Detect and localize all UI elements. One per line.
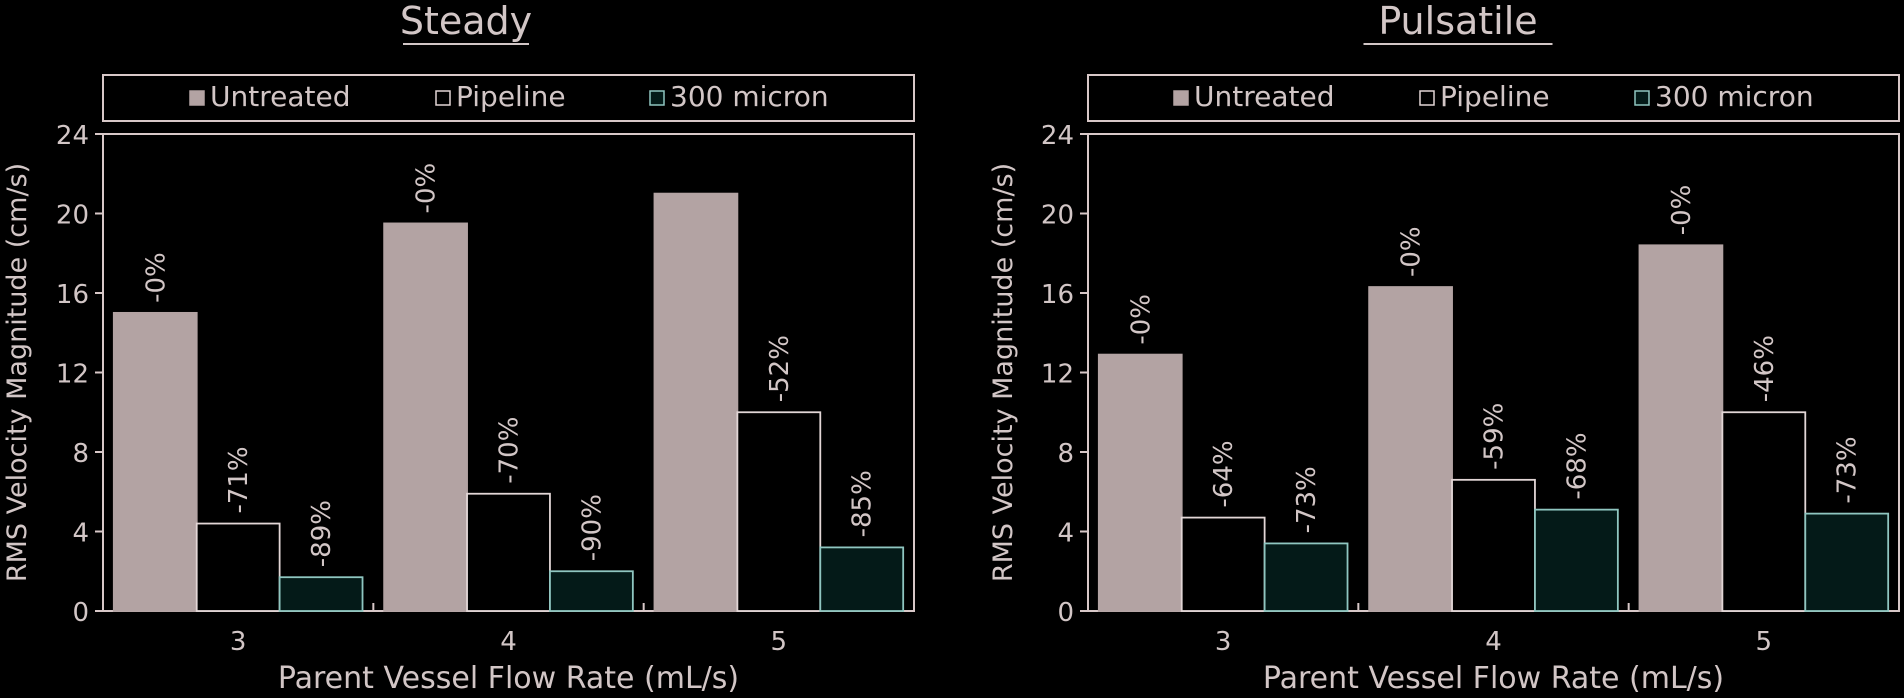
steady-legend-swatch-1 xyxy=(435,90,451,106)
pulsatile-data-label-2-2: -73% xyxy=(1833,436,1863,503)
steady-chart-title: Steady xyxy=(400,0,532,43)
pulsatile-chart-title: Pulsatile xyxy=(1378,0,1537,43)
pulsatile-bar-300-micron-4 xyxy=(1534,508,1619,612)
pulsatile-legend-swatch-2 xyxy=(1634,90,1650,106)
steady-y-tick-label-5: 20 xyxy=(56,201,89,231)
pulsatile-legend-label-0: Untreated xyxy=(1194,80,1334,113)
pulsatile-legend-box xyxy=(1087,74,1900,122)
pulsatile-y-tick-label-4: 16 xyxy=(1041,280,1074,310)
pulsatile-y-tick-label-2: 8 xyxy=(1057,439,1074,469)
pulsatile-y-tick-label-3: 12 xyxy=(1041,360,1074,390)
steady-bar-pipeline-4 xyxy=(466,492,551,612)
steady-legend-swatch-0 xyxy=(189,90,205,106)
pulsatile-bar-pipeline-4 xyxy=(1451,478,1536,612)
steady-data-label-1-1: -70% xyxy=(495,417,525,484)
steady-bar-untreated-4 xyxy=(383,222,468,612)
steady-bar-pipeline-3 xyxy=(195,522,281,612)
steady-data-label-2-0: -89% xyxy=(307,500,337,567)
pulsatile-bar-300-micron-3 xyxy=(1263,542,1349,612)
pulsatile-data-label-1-0: -64% xyxy=(1209,440,1239,507)
steady-y-tick-label-1: 4 xyxy=(72,519,89,549)
pulsatile-chart-panel: Pulsatile Untreated Pipeline 300 micron 0 4 8 1… xyxy=(988,0,1900,696)
pulsatile-x-tick-label-0: 3 xyxy=(1215,627,1232,657)
pulsatile-data-label-0-2: -0% xyxy=(1667,185,1697,236)
steady-legend-swatch-2 xyxy=(649,90,665,106)
pulsatile-y-tick-label-1: 4 xyxy=(1057,519,1074,549)
pulsatile-data-label-1-2: -46% xyxy=(1750,335,1780,402)
pulsatile-bar-pipeline-5 xyxy=(1721,411,1807,612)
pulsatile-y-tick-label-6: 24 xyxy=(1041,121,1074,151)
steady-data-label-2-1: -90% xyxy=(577,494,607,561)
pulsatile-y-tick-label-5: 20 xyxy=(1041,201,1074,231)
steady-legend-box xyxy=(102,74,915,122)
steady-bar-untreated-3 xyxy=(112,311,198,612)
pulsatile-data-label-0-0: -0% xyxy=(1126,294,1156,345)
steady-y-tick-label-4: 16 xyxy=(56,280,89,310)
pulsatile-x-axis-label: Parent Vessel Flow Rate (mL/s) xyxy=(1263,661,1724,696)
steady-data-label-2-2: -85% xyxy=(848,470,878,537)
steady-y-tick-label-6: 24 xyxy=(56,121,89,151)
pulsatile-legend-label-1: Pipeline xyxy=(1440,80,1550,113)
steady-bar-pipeline-5 xyxy=(736,411,822,612)
steady-data-label-1-0: -71% xyxy=(224,446,254,513)
pulsatile-data-label-1-1: -59% xyxy=(1480,403,1510,470)
steady-legend-label-0: Untreated xyxy=(210,80,350,113)
steady-y-tick-label-0: 0 xyxy=(72,598,89,628)
steady-x-tick-label-0: 3 xyxy=(230,627,247,657)
pulsatile-bar-pipeline-3 xyxy=(1180,516,1266,612)
pulsatile-legend-swatch-0 xyxy=(1173,90,1189,106)
steady-y-axis-label: RMS Velocity Magnitude (cm/s) xyxy=(2,163,33,582)
pulsatile-x-tick-label-1: 4 xyxy=(1485,627,1502,657)
steady-data-label-0-1: -0% xyxy=(412,163,442,214)
steady-bar-300-micron-3 xyxy=(278,576,364,612)
steady-x-tick-label-2: 5 xyxy=(771,627,788,657)
pulsatile-bar-300-micron-5 xyxy=(1804,512,1890,612)
pulsatile-y-tick-label-0: 0 xyxy=(1057,598,1074,628)
pulsatile-x-tick-label-2: 5 xyxy=(1756,627,1773,657)
steady-bar-untreated-5 xyxy=(653,192,739,612)
pulsatile-bar-untreated-3 xyxy=(1097,353,1183,612)
pulsatile-bar-untreated-5 xyxy=(1638,244,1724,612)
steady-y-tick-label-3: 12 xyxy=(56,360,89,390)
steady-data-label-0-0: -0% xyxy=(141,252,171,303)
pulsatile-y-axis-label: RMS Velocity Magnitude (cm/s) xyxy=(988,163,1019,582)
pulsatile-legend-swatch-1 xyxy=(1419,90,1435,106)
steady-chart-panel: Steady Untreated Pipeline 300 micron 0 4 8 12 16… xyxy=(2,0,915,696)
pulsatile-data-label-2-1: -68% xyxy=(1562,432,1592,499)
pulsatile-bar-untreated-4 xyxy=(1368,286,1453,612)
pulsatile-data-label-0-1: -0% xyxy=(1397,226,1427,277)
steady-data-label-1-2: -52% xyxy=(765,335,795,402)
steady-legend-label-1: Pipeline xyxy=(456,80,566,113)
steady-legend-label-2: 300 micron xyxy=(670,80,829,113)
steady-bar-300-micron-4 xyxy=(549,570,634,612)
steady-y-tick-label-2: 8 xyxy=(72,439,89,469)
pulsatile-legend-label-2: 300 micron xyxy=(1655,80,1814,113)
pulsatile-data-label-2-0: -73% xyxy=(1292,466,1322,533)
steady-x-tick-label-1: 4 xyxy=(500,627,517,657)
steady-x-axis-label: Parent Vessel Flow Rate (mL/s) xyxy=(278,661,739,696)
steady-bar-300-micron-5 xyxy=(819,546,905,612)
